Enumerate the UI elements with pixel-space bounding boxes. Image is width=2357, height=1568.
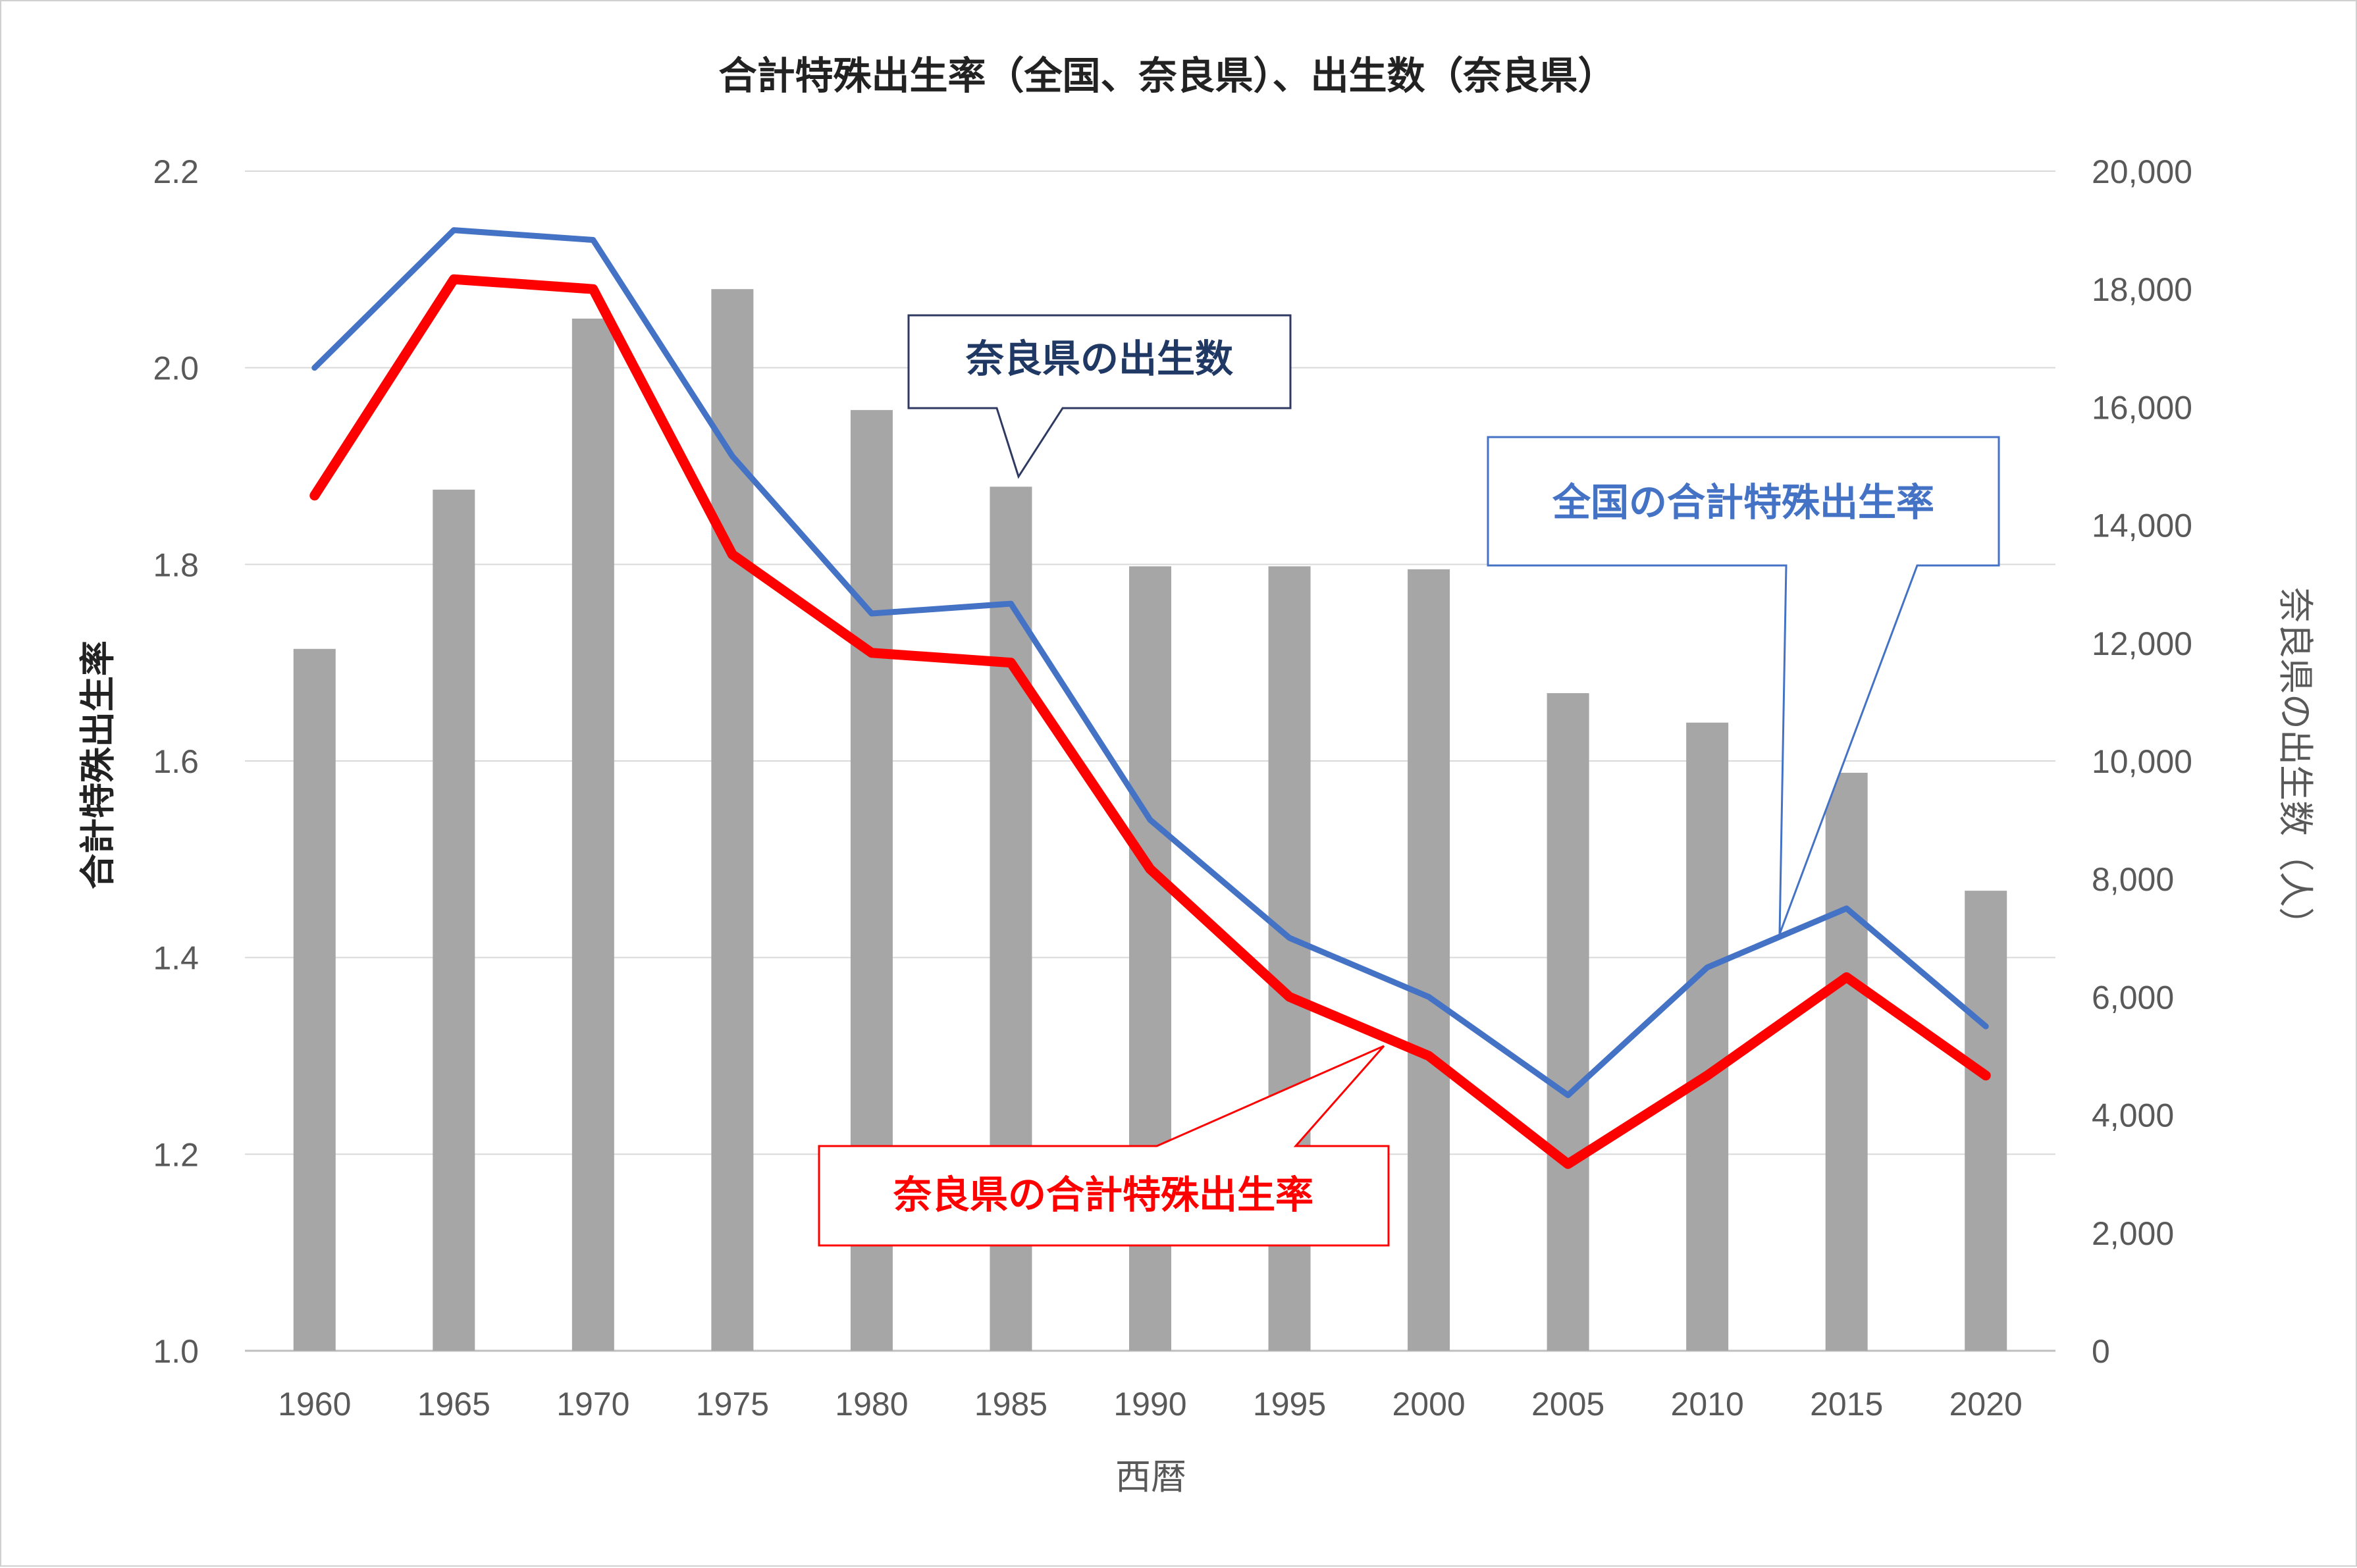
x-tick-label: 1990 — [1113, 1386, 1186, 1423]
right-tick-label: 14,000 — [2092, 508, 2192, 544]
left-axis-title: 合計特殊出生率 — [77, 640, 119, 889]
x-axis-title: 西暦 — [1115, 1456, 1186, 1498]
right-tick-label: 18,000 — [2092, 271, 2192, 308]
bar — [711, 289, 754, 1351]
x-tick-label: 1965 — [417, 1386, 490, 1423]
callout-nara-births-box — [907, 314, 1292, 479]
callout-nara-tfr: 奈良県の合計特殊出生率 — [818, 1045, 1390, 1247]
callout-national-tfr-label: 全国の合計特殊出生率 — [1552, 480, 1934, 525]
x-tick-label: 2015 — [1810, 1386, 1883, 1423]
bar — [1547, 693, 1589, 1351]
right-tick-label: 2,000 — [2092, 1215, 2174, 1252]
chart-title: 合計特殊出生率（全国、奈良県）、出生数（奈良県） — [718, 53, 1616, 98]
right-tick-label: 4,000 — [2092, 1097, 2174, 1134]
bar — [433, 489, 475, 1351]
x-axis-ticks: 1960 1965 1970 1975 1980 1985 1990 1995 2000 2005… — [278, 1386, 2023, 1423]
x-tick-label: 2020 — [1949, 1386, 2023, 1423]
x-tick-label: 2010 — [1671, 1386, 1744, 1423]
left-tick-label: 1.6 — [153, 743, 199, 780]
x-tick-label: 1980 — [835, 1386, 908, 1423]
left-tick-label: 2.2 — [153, 153, 199, 190]
bar — [293, 648, 336, 1351]
x-tick-label: 2005 — [1531, 1386, 1604, 1423]
bar — [1965, 891, 2007, 1351]
callout-national-tfr: 全国の合計特殊出生率 — [1487, 436, 2000, 935]
right-tick-label: 0 — [2092, 1333, 2110, 1370]
bar — [571, 319, 614, 1351]
left-tick-label: 1.8 — [153, 546, 199, 583]
line-series-path — [311, 227, 1989, 1099]
x-tick-label: 1970 — [556, 1386, 629, 1423]
right-tick-label: 6,000 — [2092, 979, 2174, 1016]
bar — [1408, 569, 1450, 1351]
right-tick-label: 10,000 — [2092, 743, 2192, 780]
x-tick-label: 1985 — [974, 1386, 1047, 1423]
line-series-path — [309, 274, 1991, 1169]
left-tick-label: 1.2 — [153, 1136, 199, 1173]
x-tick-label: 2000 — [1392, 1386, 1465, 1423]
right-axis-title: 奈良県の出生数（人） — [2275, 587, 2316, 943]
right-tick-label: 8,000 — [2092, 861, 2174, 898]
right-tick-label: 20,000 — [2092, 153, 2192, 190]
callout-nara-births: 奈良県の出生数 — [907, 314, 1292, 479]
left-tick-label: 2.0 — [153, 350, 199, 387]
callout-national-tfr-box — [1487, 436, 2000, 935]
bar — [1825, 772, 1868, 1351]
x-tick-label: 1995 — [1253, 1386, 1326, 1423]
x-tick-label: 1960 — [278, 1386, 351, 1423]
left-axis-ticks: 1.0 1.2 1.4 1.6 1.8 2.0 2.2 — [153, 153, 199, 1370]
callout-nara-births-label: 奈良県の出生数 — [965, 336, 1233, 381]
callout-nara-tfr-box — [818, 1045, 1390, 1247]
line-series — [309, 227, 1991, 1169]
left-tick-label: 1.0 — [153, 1333, 199, 1370]
right-tick-label: 12,000 — [2092, 625, 2192, 662]
right-tick-label: 16,000 — [2092, 389, 2192, 426]
bar — [1686, 722, 1729, 1351]
left-tick-label: 1.4 — [153, 940, 199, 977]
callout-nara-tfr-label: 奈良県の合計特殊出生率 — [893, 1172, 1313, 1217]
right-axis-ticks: 0 2,000 4,000 6,000 8,000 10,000 12,000 14,000 1… — [2092, 153, 2192, 1370]
x-tick-label: 1975 — [696, 1386, 769, 1423]
